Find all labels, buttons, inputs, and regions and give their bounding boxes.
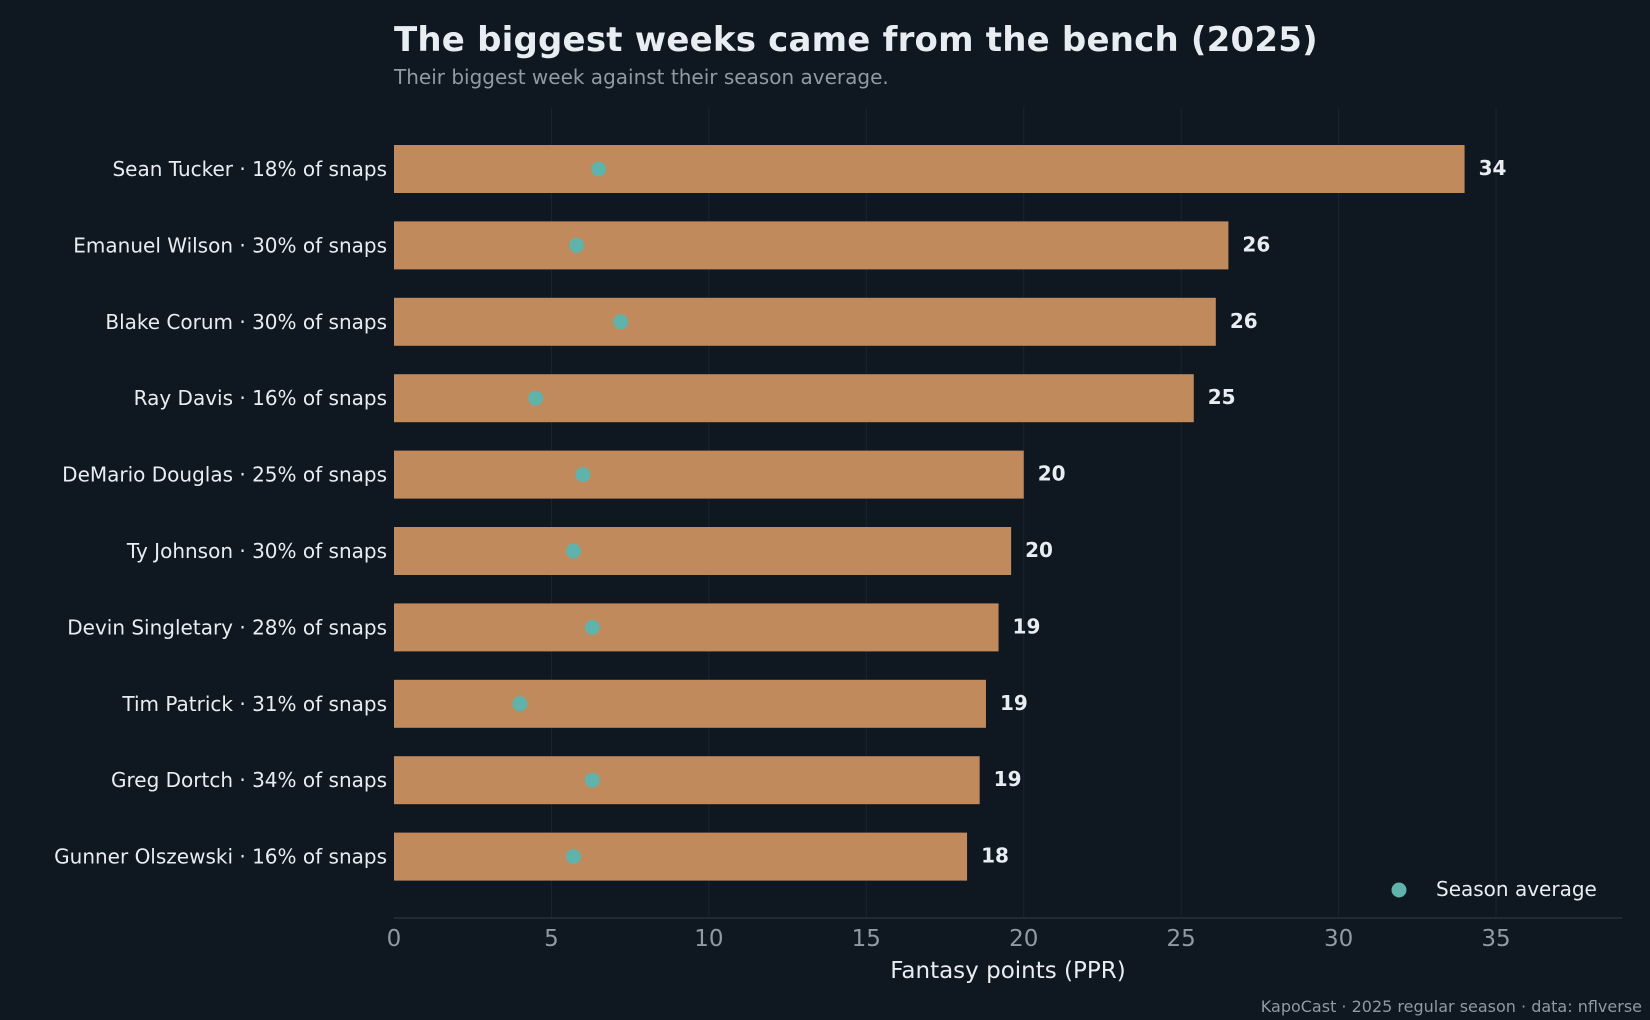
bar-value-label: 26: [1242, 232, 1270, 256]
season-average-dot: [584, 772, 600, 788]
x-tick-label: 10: [694, 926, 723, 952]
category-label: Blake Corum · 30% of snaps: [105, 310, 387, 334]
x-tick-label: 5: [544, 926, 559, 952]
category-label: Ray Davis · 16% of snaps: [134, 386, 387, 410]
bar: [394, 679, 986, 728]
season-average-dot: [569, 237, 585, 253]
category-label: Gunner Olszewski · 16% of snaps: [54, 845, 387, 869]
category-label: DeMario Douglas · 25% of snaps: [62, 463, 387, 487]
bar-value-label: 19: [1000, 691, 1028, 715]
category-label: Sean Tucker · 18% of snaps: [112, 157, 387, 181]
bar-value-label: 34: [1479, 156, 1507, 180]
x-tick-label: 20: [1009, 926, 1038, 952]
bar: [394, 374, 1194, 423]
bar-value-label: 19: [1013, 614, 1041, 638]
season-average-dot: [512, 696, 528, 712]
bar: [394, 450, 1024, 499]
bar-value-label: 20: [1025, 538, 1053, 562]
season-average-dot: [584, 619, 600, 635]
bar-value-label: 26: [1230, 309, 1258, 333]
season-average-dot: [613, 314, 629, 330]
bar: [394, 145, 1465, 193]
season-average-dot: [575, 467, 591, 483]
footer-credit: KapoCast · 2025 regular season · data: n…: [1260, 997, 1642, 1016]
chart-title: The biggest weeks came from the bench (2…: [394, 20, 1318, 60]
bar: [394, 756, 980, 805]
category-label: Tim Patrick · 31% of snaps: [121, 692, 387, 716]
x-tick-label: 0: [387, 926, 402, 952]
season-average-dot: [565, 543, 581, 559]
bar: [394, 832, 968, 881]
bar: [394, 603, 999, 652]
category-label: Devin Singletary · 28% of snaps: [67, 615, 387, 639]
category-label: Ty Johnson · 30% of snaps: [126, 539, 387, 563]
bar-value-label: 20: [1038, 462, 1066, 486]
legend-marker: [1391, 882, 1407, 898]
chart-subtitle: Their biggest week against their season …: [394, 65, 889, 89]
season-average-dot: [528, 390, 544, 406]
bar-value-label: 18: [981, 844, 1009, 868]
season-average-dot: [591, 161, 607, 177]
bar: [394, 221, 1229, 270]
x-tick-label: 15: [852, 926, 881, 952]
x-tick-label: 30: [1324, 926, 1353, 952]
legend-label: Season average: [1436, 877, 1597, 901]
category-label: Greg Dortch · 34% of snaps: [111, 768, 387, 792]
x-tick-label: 25: [1167, 926, 1196, 952]
bar: [394, 527, 1012, 575]
bar-value-label: 19: [994, 767, 1022, 791]
season-average-dot: [565, 849, 581, 865]
x-axis-label: Fantasy points (PPR): [890, 958, 1125, 984]
x-tick-label: 35: [1481, 926, 1510, 952]
category-label: Emanuel Wilson · 30% of snaps: [73, 233, 387, 257]
bar: [394, 297, 1216, 346]
bar-value-label: 25: [1208, 385, 1236, 409]
